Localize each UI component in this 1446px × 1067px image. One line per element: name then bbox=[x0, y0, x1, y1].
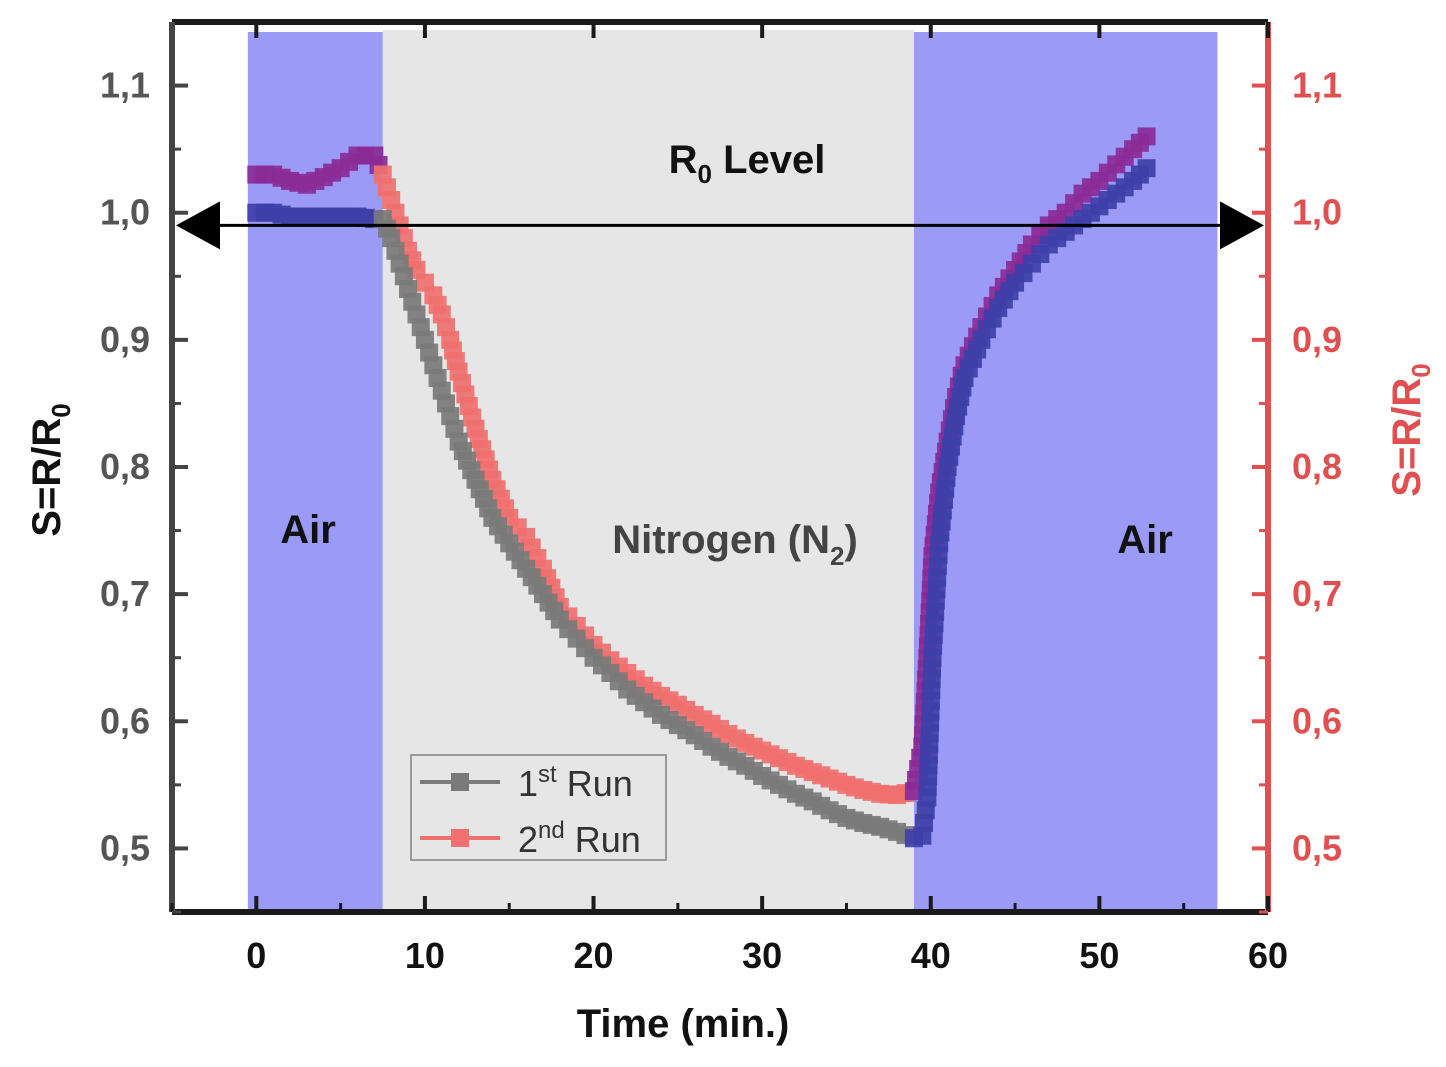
legend: 1st Run 2nd Run bbox=[410, 754, 667, 861]
r0-arrow-right bbox=[1220, 201, 1264, 250]
r0-level-sub: 0 bbox=[698, 159, 712, 189]
legend-1-num: 1 bbox=[518, 763, 538, 804]
legend-1-text: 1st Run bbox=[518, 761, 633, 804]
x-tick-label: 40 bbox=[911, 935, 951, 976]
y-tick-label-left: 0,9 bbox=[100, 319, 150, 360]
legend-2-num: 2 bbox=[518, 819, 538, 860]
legend-2-sup: nd bbox=[538, 817, 565, 844]
x-tick-label: 10 bbox=[405, 935, 445, 976]
legend-1-sup: st bbox=[538, 761, 557, 788]
nitrogen-label: Nitrogen (N2) bbox=[612, 518, 858, 571]
y-tick-label-left: 0,6 bbox=[100, 700, 150, 741]
y-axis-title-right-sub: 0 bbox=[1406, 363, 1436, 377]
r0-reference-line bbox=[176, 201, 1264, 250]
air-right-label: Air bbox=[1117, 518, 1173, 562]
series-1 bbox=[247, 159, 1156, 848]
nitrogen-label-close: ) bbox=[844, 518, 857, 562]
x-tick-label: 0 bbox=[246, 935, 266, 976]
x-tick-label: 30 bbox=[742, 935, 782, 976]
y-tick-label-left: 0,8 bbox=[100, 446, 150, 487]
series-1-point bbox=[1137, 159, 1156, 178]
legend-1-marker bbox=[451, 773, 469, 791]
r0-level-label: R0 Level bbox=[669, 138, 826, 189]
y-axis-title-left-main: S=R/R bbox=[25, 418, 69, 537]
legend-2-text: 2nd Run bbox=[518, 817, 641, 860]
y-axis-title-right: S=R/R0 bbox=[1385, 363, 1436, 496]
y-tick-label-right: 1,1 bbox=[1292, 65, 1342, 106]
y-tick-label-right: 1,0 bbox=[1292, 192, 1342, 233]
y-tick-label-right: 0,7 bbox=[1292, 573, 1342, 614]
r0-level-rest: Level bbox=[712, 138, 825, 182]
legend-1-word: Run bbox=[557, 763, 633, 804]
series-2-point bbox=[1137, 127, 1156, 146]
y-tick-label-left: 0,7 bbox=[100, 573, 150, 614]
y-tick-label-left: 1,0 bbox=[100, 192, 150, 233]
y-axis-title-left-sub: 0 bbox=[46, 403, 76, 417]
nitrogen-label-sub: 2 bbox=[830, 541, 844, 571]
y-tick-label-right: 0,6 bbox=[1292, 700, 1342, 741]
x-tick-label: 60 bbox=[1248, 935, 1288, 976]
x-axis-title: Time (min.) bbox=[577, 1002, 790, 1046]
series-layer bbox=[247, 127, 1156, 848]
ticks: 0 10 20 30 40 50 600,5 0,50,6 0,60,7 0,70,8 0,80,9… bbox=[100, 22, 1342, 976]
y-tick-label-left: 0,5 bbox=[100, 827, 150, 868]
y-tick-label-left: 1,1 bbox=[100, 65, 150, 106]
x-tick-label: 50 bbox=[1079, 935, 1119, 976]
y-tick-label-right: 0,5 bbox=[1292, 827, 1342, 868]
band-2 bbox=[913, 32, 1218, 912]
y-axis-title-right-main: S=R/R bbox=[1385, 378, 1429, 497]
nitrogen-label-main: Nitrogen (N bbox=[612, 518, 830, 562]
r0-arrow-left bbox=[176, 201, 220, 250]
x-tick-label: 20 bbox=[574, 935, 614, 976]
y-axis-title-left: S=R/R0 bbox=[25, 403, 76, 536]
r0-level-r: R bbox=[669, 138, 698, 182]
air-left-label: Air bbox=[280, 508, 336, 552]
y-tick-label-right: 0,9 bbox=[1292, 319, 1342, 360]
legend-2-marker bbox=[451, 829, 469, 847]
y-tick-label-right: 0,8 bbox=[1292, 446, 1342, 487]
legend-2-word: Run bbox=[565, 819, 641, 860]
